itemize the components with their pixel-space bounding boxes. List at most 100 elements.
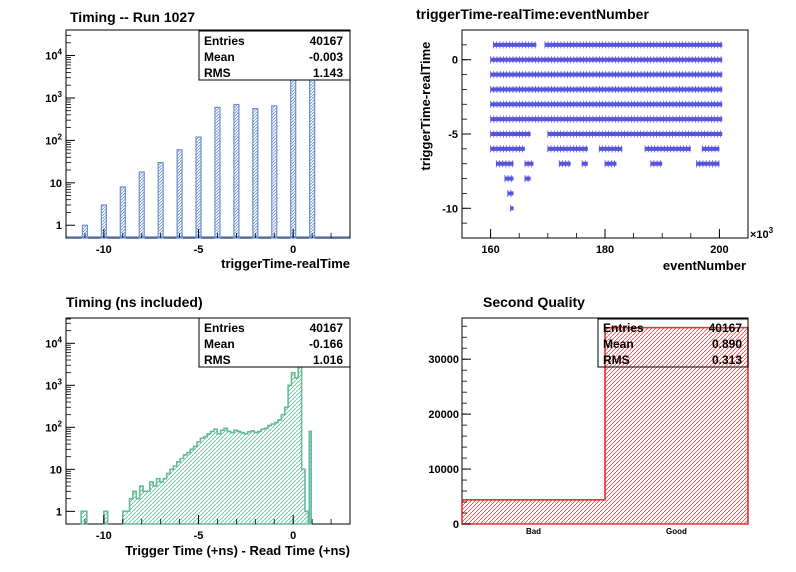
- y-tick-label: 103: [45, 90, 62, 105]
- point-row: [544, 42, 723, 47]
- stats-value-mean: 0.890: [712, 337, 742, 351]
- point-row: [490, 57, 723, 62]
- stats-value-rms: 0.313: [712, 353, 742, 367]
- panel-scatter: triggerTime-realTime:eventNumber 0-5-10 …: [416, 6, 774, 273]
- x-category-label: Bad: [526, 527, 541, 536]
- stats-label-rms: RMS: [603, 353, 630, 367]
- stats-box: Entries 40167 Mean 0.890 RMS 0.313: [597, 318, 749, 368]
- stats-label-entries: Entries: [204, 321, 245, 335]
- x-axis: -10 -5 0: [65, 229, 351, 256]
- stats-value-entries: 40167: [310, 34, 344, 48]
- x-axis: 160 180 200: [461, 229, 749, 256]
- point-row: [504, 176, 514, 181]
- stats-frame: [597, 318, 749, 368]
- y-tick-base: 10: [45, 93, 57, 105]
- point-row: [493, 42, 537, 47]
- bar: [157, 161, 164, 239]
- point-row: [496, 161, 514, 166]
- bar: [290, 71, 297, 239]
- y-tick-label: 102: [45, 132, 62, 147]
- x-tick-label: -10: [96, 530, 112, 542]
- histogram-segment: [80, 510, 88, 525]
- y-tick-base: 10: [50, 178, 62, 190]
- stats-value-rms: 1.016: [313, 353, 343, 367]
- chart-title: triggerTime-realTime:eventNumber: [416, 6, 649, 22]
- y-tick-label: -10: [442, 203, 458, 215]
- histogram-segment: [103, 510, 109, 525]
- point-row: [490, 146, 525, 151]
- histogram: [461, 326, 749, 525]
- bar: [214, 106, 221, 239]
- stats-label-rms: RMS: [204, 66, 231, 80]
- point-row: [547, 146, 588, 151]
- y-tick-label: 104: [45, 335, 62, 350]
- chart-title: Timing (ns included): [66, 294, 203, 310]
- bar: [195, 136, 202, 239]
- y-tick-base: 10: [45, 422, 57, 434]
- y-tick-label: 104: [45, 48, 62, 63]
- point-row: [547, 132, 723, 136]
- y-tick-label: 103: [45, 377, 62, 392]
- x-tick-label: -10: [96, 244, 112, 256]
- y-tick-label: 10: [50, 464, 62, 476]
- point-row: [696, 161, 720, 166]
- y-tick-label: 30000: [428, 354, 459, 366]
- x-multiplier-exp: 3: [769, 226, 774, 235]
- point-row: [510, 206, 514, 211]
- point-row: [559, 161, 571, 166]
- stats-box: Entries 40167 Mean -0.003 RMS 1.143: [198, 30, 351, 81]
- y-tick-exp: 4: [58, 335, 63, 344]
- x-tick-label: 180: [596, 244, 614, 256]
- bars: [461, 326, 749, 525]
- stats-frame: [198, 30, 351, 81]
- point-row: [605, 161, 617, 166]
- x-multiplier: ×103: [750, 226, 774, 241]
- y-tick-base: 10: [45, 380, 57, 392]
- point-row: [599, 146, 623, 151]
- x-axis: Bad Good: [526, 527, 687, 536]
- point-row: [490, 132, 531, 136]
- stats-label-rms: RMS: [204, 353, 231, 367]
- stats-value-mean: -0.166: [309, 337, 343, 351]
- stats-value-entries: 40167: [310, 321, 344, 335]
- y-axis-title: triggerTime-realTime: [418, 42, 433, 171]
- y-tick-label: 20000: [428, 409, 459, 421]
- y-tick-base: 10: [45, 338, 57, 350]
- x-tick-label: 0: [290, 244, 296, 256]
- y-tick-base: 1: [56, 506, 62, 518]
- y-axis: 0 -5 -10: [442, 29, 471, 239]
- stats-label-mean: Mean: [204, 50, 235, 64]
- x-tick-label: -5: [194, 530, 204, 542]
- histogram-segment: [122, 318, 310, 525]
- x-axis-title: eventNumber: [663, 258, 746, 273]
- plot-frame: [65, 29, 351, 239]
- y-tick-base: 10: [45, 135, 57, 147]
- bar: [119, 186, 126, 239]
- point-row: [490, 102, 723, 107]
- stats-label-entries: Entries: [204, 34, 245, 48]
- y-tick-label: -5: [448, 129, 458, 141]
- y-tick-label: 10: [50, 178, 62, 190]
- y-axis: 0 10000 20000 30000: [428, 325, 471, 531]
- y-tick-label: 0: [453, 519, 459, 531]
- y-tick-label: 102: [45, 419, 62, 434]
- stats-label-mean: Mean: [603, 337, 634, 351]
- bar: [252, 108, 259, 239]
- bar: [271, 105, 278, 239]
- y-tick-exp: 3: [58, 90, 63, 99]
- point-row: [650, 161, 663, 166]
- y-tick-label: 10000: [428, 464, 459, 476]
- histogram: [80, 318, 312, 525]
- bar: [176, 149, 183, 239]
- stats-value-entries: 40167: [709, 321, 743, 335]
- y-tick-base: 1: [56, 220, 62, 232]
- x-tick-label: -5: [194, 244, 204, 256]
- chart-title: Second Quality: [483, 294, 585, 310]
- x-tick-label: 160: [481, 244, 499, 256]
- x-axis-title: Trigger Time (+ns) - Read Time (+ns): [125, 543, 350, 558]
- stats-value-rms: 1.143: [313, 66, 343, 80]
